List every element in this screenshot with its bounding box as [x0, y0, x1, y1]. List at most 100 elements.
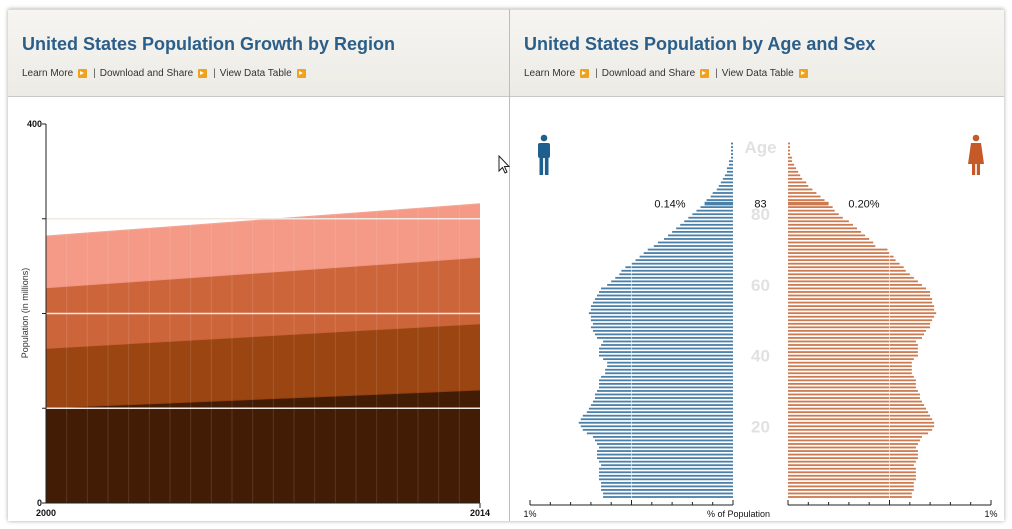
area-series-4	[46, 204, 480, 287]
male-bar	[706, 199, 733, 201]
female-bar	[788, 223, 853, 226]
female-bar	[788, 471, 916, 474]
female-bar	[788, 192, 817, 194]
male-bar	[590, 319, 733, 322]
link-label: View Data Table	[219, 68, 292, 79]
male-bar	[592, 301, 733, 304]
female-bar	[788, 269, 906, 272]
male-bar	[599, 471, 733, 474]
link-label: Download and Share	[99, 68, 194, 79]
view-data-table-link[interactable]: View Data Table	[722, 68, 808, 79]
male-bar	[599, 382, 733, 385]
female-bar	[788, 404, 925, 406]
link-label: View Data Table	[721, 68, 794, 79]
male-bar	[594, 439, 733, 442]
female-bar	[788, 407, 927, 410]
female-bar	[788, 443, 918, 445]
learn-more-link[interactable]: Learn More	[22, 68, 88, 79]
male-bar	[726, 167, 733, 170]
chevron-right-icon	[78, 69, 88, 78]
male-bar	[730, 149, 733, 152]
female-bar	[788, 400, 922, 403]
link-separator: |	[93, 68, 96, 79]
download-share-link[interactable]: Download and Share	[99, 68, 208, 79]
male-bar	[625, 266, 733, 269]
female-bar	[788, 492, 912, 495]
female-bar	[788, 259, 896, 262]
female-bar	[788, 170, 799, 173]
link-separator: |	[213, 68, 216, 79]
y-axis-label: Population (in millions)	[20, 268, 30, 359]
age-label: 60	[751, 276, 770, 295]
female-bar	[788, 262, 900, 265]
view-data-table-link[interactable]: View Data Table	[220, 68, 306, 79]
female-bar	[788, 457, 918, 460]
highlight-age-label: 83	[754, 199, 766, 211]
male-bar	[601, 344, 733, 346]
region-area-chart[interactable]: 0 400 2000 2014 Population (in millions)	[8, 96, 509, 521]
male-bar	[590, 326, 733, 329]
female-bar	[788, 177, 803, 180]
female-bar	[788, 474, 916, 477]
female-bar	[788, 496, 912, 498]
female-bar	[788, 340, 916, 343]
download-share-link[interactable]: Download and Share	[602, 68, 710, 79]
y-tick-label: 400	[27, 119, 42, 129]
male-bar	[615, 276, 733, 279]
male-bar	[607, 284, 733, 286]
female-bar	[788, 238, 870, 240]
female-bar	[788, 266, 904, 269]
female-bar	[788, 201, 829, 206]
age-axis-title: Age	[744, 138, 776, 157]
male-bar	[607, 361, 733, 364]
panel-header: United States Population by Age and Sex …	[510, 9, 1004, 97]
male-bar	[730, 156, 733, 159]
male-bar	[657, 241, 733, 244]
female-bar	[788, 365, 912, 368]
axes: 0 400 2000 2014	[27, 119, 490, 518]
female-bar	[788, 216, 843, 219]
male-bar	[582, 414, 733, 417]
female-bar	[788, 153, 791, 156]
female-bar	[788, 358, 914, 361]
female-bar	[788, 382, 916, 385]
male-bar	[586, 411, 733, 414]
male-bar	[700, 206, 733, 209]
x-tick-label: 2014	[470, 508, 490, 518]
female-bar	[788, 393, 920, 396]
male-bar	[607, 365, 733, 368]
female-icon	[968, 134, 984, 175]
female-bar	[788, 273, 910, 276]
female-bar	[788, 220, 849, 223]
male-bar	[603, 492, 733, 495]
female-bar	[788, 326, 931, 329]
female-bar	[788, 467, 916, 470]
female-bar	[788, 276, 914, 279]
x-axis-title: % of Population	[707, 509, 770, 519]
male-bar	[594, 393, 733, 396]
chevron-right-icon	[296, 69, 306, 78]
female-bar	[788, 337, 922, 339]
male-bar	[580, 425, 733, 428]
age-label: 20	[751, 417, 770, 436]
male-bar	[599, 446, 733, 449]
male-bar	[596, 294, 733, 297]
learn-more-link[interactable]: Learn More	[524, 68, 590, 79]
female-bar	[788, 185, 809, 187]
highlight-male-label: 0.14%	[654, 199, 685, 211]
male-bar	[596, 337, 733, 339]
male-bar	[730, 146, 733, 148]
female-bar	[788, 333, 925, 336]
female-bar	[788, 227, 858, 230]
male-bar	[599, 386, 733, 389]
male-bar	[594, 298, 733, 300]
female-bar	[788, 298, 933, 300]
chevron-right-icon	[198, 69, 208, 78]
female-bar	[788, 181, 807, 184]
male-bar	[692, 213, 733, 216]
female-bar	[788, 156, 793, 159]
male-bar	[599, 351, 733, 353]
male-bar	[594, 397, 733, 399]
